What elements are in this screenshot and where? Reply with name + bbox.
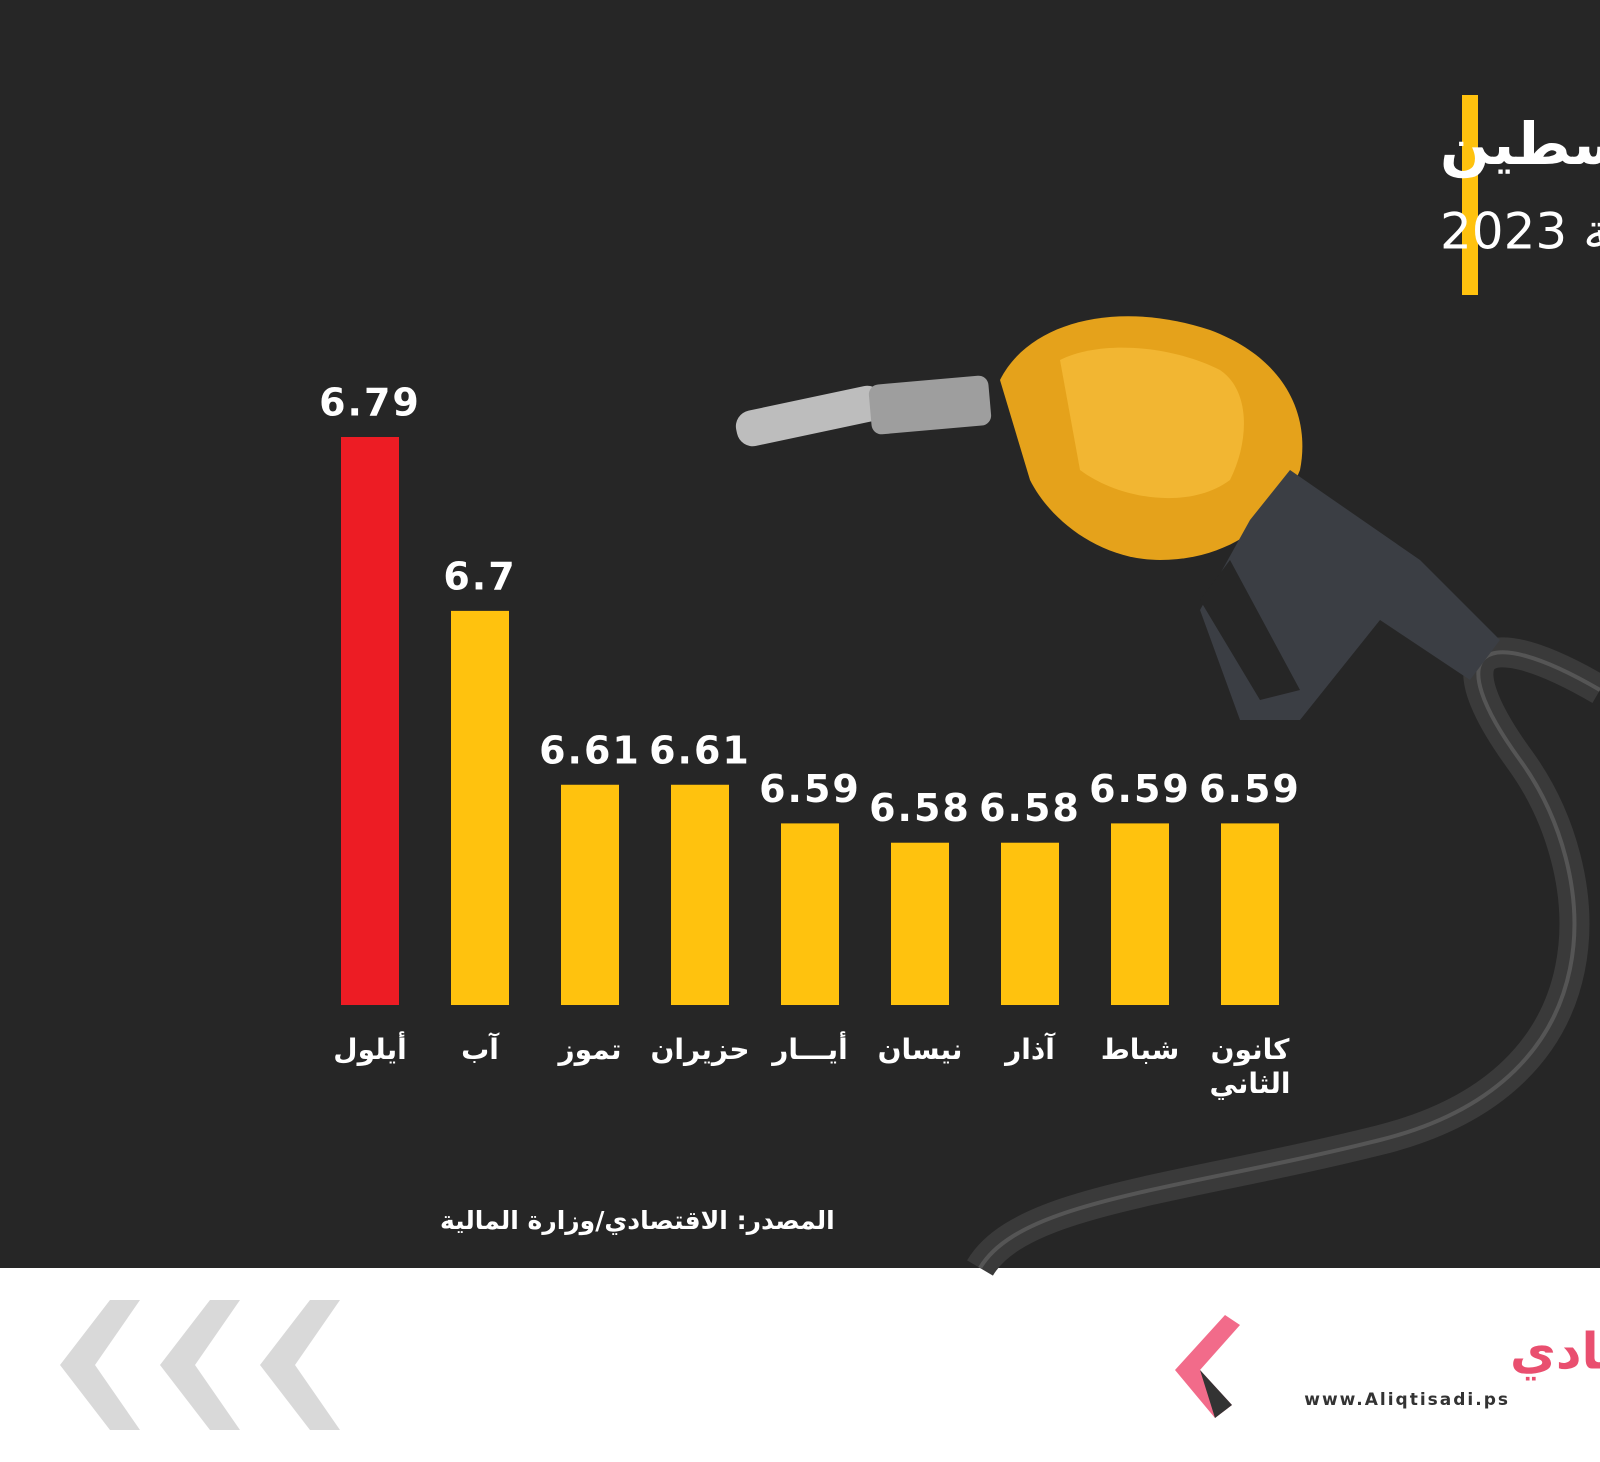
bar — [781, 823, 839, 1005]
bar — [1001, 842, 1059, 1005]
value-label: 6.59 — [1199, 767, 1301, 811]
footer-panel — [0, 1268, 1600, 1462]
x-tick-label: كانون الثاني — [1209, 1033, 1291, 1100]
bar — [671, 784, 729, 1005]
x-tick-label: أيلول — [333, 1033, 407, 1066]
value-label: 6.59 — [1089, 767, 1191, 811]
logo-url: www.Aliqtisadi.ps — [1304, 1390, 1510, 1410]
value-label: 6.58 — [979, 786, 1081, 830]
x-tick-label: نيسان — [877, 1033, 963, 1066]
value-label: 6.58 — [869, 786, 971, 830]
x-tick-label: آذار — [1005, 1033, 1055, 1066]
source-note: المصدر: الاقتصادي/وزارة المالية — [440, 1206, 835, 1236]
chart-subtitle: منــذ بدايـــة 2023 — [1440, 203, 1600, 261]
bar — [1111, 823, 1169, 1005]
logo-name: الاقتصادي — [1510, 1323, 1600, 1381]
title-accent-bar — [1462, 95, 1478, 295]
chart-title: سعر لتر البنزين (95 أوكتان) في فلسطين — [1440, 106, 1600, 179]
x-tick-label: آب — [461, 1033, 499, 1066]
value-label: 6.59 — [759, 767, 861, 811]
fuel-pump-illustration — [735, 316, 1600, 1277]
footer-chevrons — [60, 1300, 340, 1430]
bar — [341, 437, 399, 1005]
x-tick-label: حزيران — [650, 1033, 750, 1066]
x-tick-label: شباط — [1100, 1033, 1180, 1066]
value-label: 6.79 — [319, 381, 421, 425]
value-label: 6.61 — [649, 728, 751, 772]
logo-mark — [1175, 1315, 1240, 1418]
x-tick-label: تموز — [558, 1033, 622, 1066]
value-label: 6.7 — [443, 554, 516, 598]
bar — [1221, 823, 1279, 1005]
x-tick-label: أيـــار — [772, 1033, 848, 1066]
bar — [451, 610, 509, 1005]
bar — [561, 784, 619, 1005]
value-label: 6.61 — [539, 728, 641, 772]
bar — [891, 842, 949, 1005]
